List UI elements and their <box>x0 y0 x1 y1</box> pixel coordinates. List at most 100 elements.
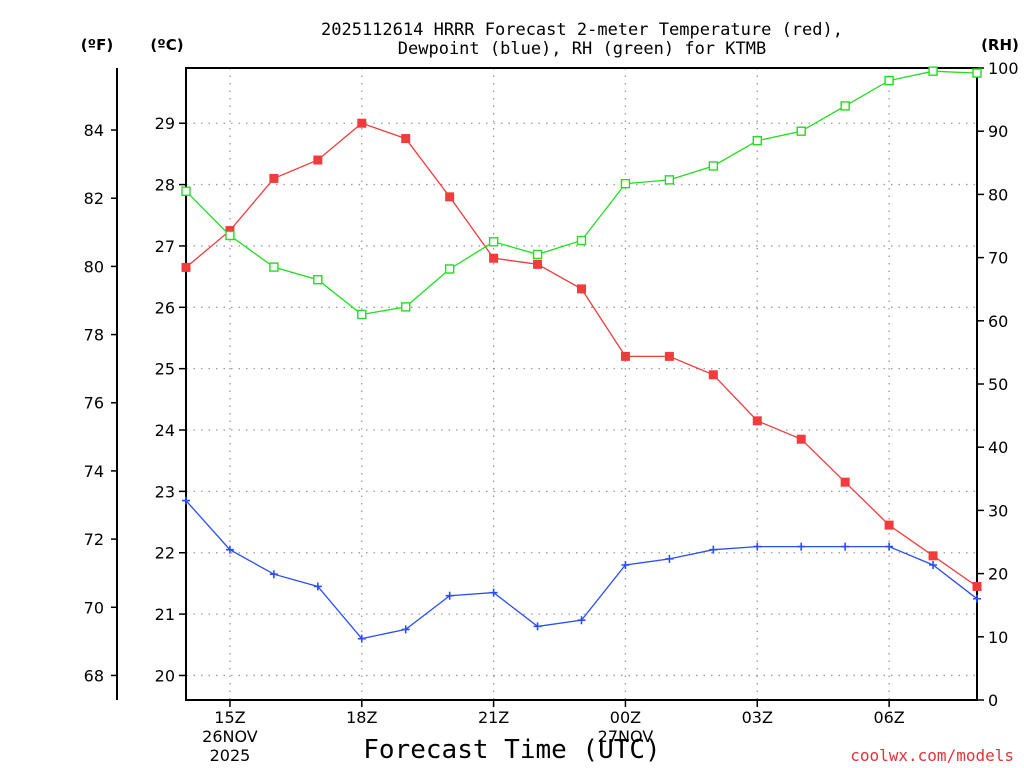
dewpoint-point <box>929 561 938 570</box>
celsius-tick-label: 26 <box>155 298 175 317</box>
grid-lines <box>186 68 977 700</box>
celsius-tick-label: 22 <box>155 544 175 563</box>
rh-point <box>225 230 235 241</box>
dewpoint-point <box>797 542 806 551</box>
temperature-point <box>313 155 323 165</box>
x-tick-date: 27NOV <box>598 727 654 746</box>
x-tick-label: 15Z <box>214 708 245 727</box>
dewpoint-point <box>621 561 630 570</box>
rh-tick-label: 80 <box>988 185 1008 204</box>
x-axis-label: Forecast Time (UTC) <box>363 735 660 765</box>
rh-point <box>928 66 938 76</box>
celsius-tick-label: 29 <box>155 114 175 133</box>
dewpoint-point <box>182 496 190 505</box>
rh-line <box>185 70 978 316</box>
x-tick-label: 06Z <box>873 708 904 727</box>
rh-tick-label: 100 <box>988 59 1019 78</box>
dewpoint-point <box>665 554 674 563</box>
rh-tick-label: 10 <box>988 628 1008 647</box>
rh-point <box>884 75 894 86</box>
temperature-point <box>269 173 279 183</box>
chart-title-line2: Dewpoint (blue), RH (green) for KTMB <box>398 39 766 59</box>
celsius-tick-label: 27 <box>155 237 175 256</box>
tick-labels: 20 21 22 23 24 25 26 27 28 29 68 70 72 74 76 78 80 82 84 0 1… <box>84 59 1019 765</box>
temperature-point <box>620 351 630 361</box>
x-tick-label: 03Z <box>742 708 773 727</box>
x-tick-date: 26NOV <box>202 727 258 746</box>
temperature-line <box>185 122 978 588</box>
dewpoint-point <box>709 545 718 554</box>
dewpoint-point <box>753 542 762 551</box>
dewpoint-point <box>973 594 981 603</box>
temperature-point <box>577 284 586 294</box>
fahrenheit-tick-label: 74 <box>84 462 104 481</box>
rh-tick-label: 30 <box>988 501 1008 520</box>
chart-title-line1: 2025112614 HRRR Forecast 2-meter Tempera… <box>321 20 843 40</box>
temperature-point <box>445 192 455 202</box>
rh-point <box>664 175 675 185</box>
rh-unit-label: (RH) <box>981 36 1019 54</box>
temperature-point <box>884 520 894 530</box>
axes <box>111 67 984 707</box>
rh-point <box>840 101 850 111</box>
x-tick-label: 21Z <box>478 708 509 727</box>
fahrenheit-tick-label: 84 <box>84 121 104 140</box>
rh-point <box>796 126 806 136</box>
rh-point <box>488 237 499 247</box>
rh-tick-label: 50 <box>988 375 1008 394</box>
rh-point <box>181 186 191 196</box>
temperature-point <box>533 259 543 269</box>
rh-tick-label: 70 <box>988 249 1008 268</box>
fahrenheit-tick-label: 80 <box>84 257 104 276</box>
rh-point <box>401 302 411 312</box>
rh-point <box>444 264 455 274</box>
temperature-point <box>708 370 718 380</box>
x-tick-label: 18Z <box>346 708 377 727</box>
rh-point <box>532 249 543 260</box>
rh-tick-label: 0 <box>988 691 998 710</box>
temperature-point <box>401 134 411 144</box>
temperature-point <box>489 253 499 263</box>
rh-point <box>357 309 367 320</box>
dewpoint-point <box>313 582 322 591</box>
rh-point <box>576 235 587 246</box>
celsius-tick-label: 23 <box>155 482 175 501</box>
temperature-point <box>928 551 938 561</box>
dewpoint-point <box>445 591 454 600</box>
dewpoint-point <box>401 625 410 634</box>
temperature-point <box>752 416 762 426</box>
temperature-point <box>796 434 806 444</box>
dewpoint-point <box>885 542 894 551</box>
dewpoint-point <box>225 545 234 554</box>
dewpoint-point <box>269 570 278 579</box>
data-series <box>181 66 982 643</box>
fahrenheit-tick-label: 70 <box>84 598 104 617</box>
celsius-unit-label: (ºC) <box>150 36 183 54</box>
temperature-point <box>357 118 367 128</box>
dewpoint-point <box>489 588 498 597</box>
fahrenheit-tick-label: 78 <box>84 326 104 345</box>
rh-point <box>620 178 631 189</box>
rh-point <box>708 161 719 171</box>
fahrenheit-tick-label: 72 <box>84 530 104 549</box>
celsius-tick-label: 24 <box>155 421 175 440</box>
temperature-point <box>181 262 191 272</box>
dewpoint-point <box>841 542 850 551</box>
rh-point <box>269 262 279 272</box>
celsius-tick-label: 21 <box>155 605 175 624</box>
fahrenheit-tick-label: 76 <box>84 394 104 413</box>
x-tick-label: 00Z <box>610 708 641 727</box>
temperature-point <box>664 351 674 361</box>
rh-tick-label: 20 <box>988 565 1008 584</box>
celsius-tick-label: 20 <box>155 666 175 685</box>
fahrenheit-unit-label: (ºF) <box>81 36 113 54</box>
celsius-tick-label: 25 <box>155 360 175 379</box>
rh-tick-label: 40 <box>988 438 1008 457</box>
plot-frame <box>185 67 978 701</box>
rh-tick-label: 60 <box>988 312 1008 331</box>
temperature-point <box>840 477 850 487</box>
fahrenheit-tick-label: 82 <box>84 189 104 208</box>
rh-point <box>313 275 323 285</box>
dewpoint-point <box>577 616 586 625</box>
